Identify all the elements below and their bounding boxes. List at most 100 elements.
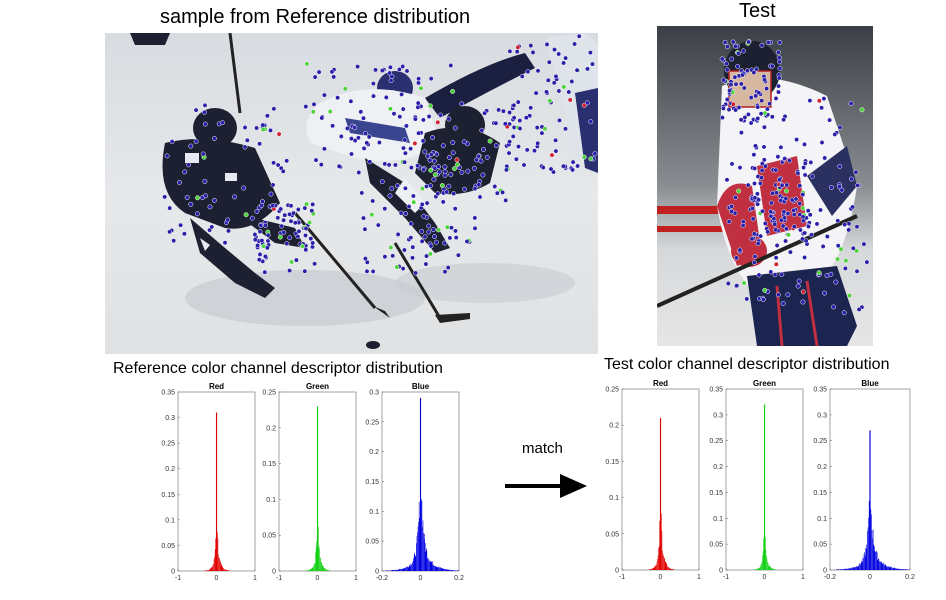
keypoint-marker xyxy=(436,164,440,168)
histogram-bar xyxy=(419,502,420,571)
histogram-bar xyxy=(893,568,894,570)
keypoint-marker xyxy=(733,195,737,199)
keypoint-marker xyxy=(178,223,182,227)
histogram-bar xyxy=(907,569,908,570)
histogram-bar xyxy=(668,567,669,570)
keypoint-marker xyxy=(195,212,199,216)
histogram-bar xyxy=(770,567,771,570)
keypoint-marker xyxy=(849,177,853,181)
keypoint-marker xyxy=(168,206,172,210)
keypoint-marker xyxy=(548,99,552,103)
keypoint-marker xyxy=(495,191,499,195)
histogram-bar xyxy=(415,556,416,571)
x-tick-label: -1 xyxy=(619,574,625,581)
histogram-bar xyxy=(853,567,854,570)
keypoint-marker xyxy=(477,183,481,187)
histogram-bar xyxy=(662,531,663,570)
keypoint-marker xyxy=(798,228,802,232)
histogram-bar xyxy=(763,551,764,570)
histogram-bar xyxy=(851,568,852,570)
keypoint-marker xyxy=(838,164,842,168)
keypoint-marker xyxy=(317,70,321,74)
histogram-bar xyxy=(756,569,757,570)
keypoint-marker xyxy=(232,195,236,199)
keypoint-marker xyxy=(167,230,171,234)
keypoint-marker xyxy=(552,81,556,85)
keypoint-marker xyxy=(408,147,412,151)
keypoint-marker xyxy=(571,160,575,164)
keypoint-marker xyxy=(834,280,838,284)
histogram-bar xyxy=(861,563,862,570)
keypoint-marker xyxy=(749,95,753,99)
keypoint-marker xyxy=(725,178,729,182)
keypoint-marker xyxy=(733,108,737,112)
histogram-bar xyxy=(890,567,891,570)
keypoint-marker xyxy=(261,123,265,127)
histogram-bar xyxy=(851,568,852,570)
keypoint-marker xyxy=(763,221,767,225)
keypoint-marker xyxy=(345,126,349,130)
keypoint-marker xyxy=(575,68,579,72)
keypoint-marker xyxy=(776,293,780,297)
keypoint-marker xyxy=(784,196,788,200)
keypoint-marker xyxy=(460,102,464,106)
keypoint-marker xyxy=(849,101,853,105)
histogram-bar xyxy=(863,559,864,570)
histogram-bar xyxy=(771,568,772,570)
histogram-bar xyxy=(892,568,893,570)
keypoint-marker xyxy=(777,178,781,182)
keypoint-marker xyxy=(567,90,571,94)
keypoint-marker xyxy=(801,290,805,294)
histogram-bar xyxy=(758,569,759,570)
histogram-bar xyxy=(769,565,770,570)
keypoint-marker xyxy=(332,75,336,79)
keypoint-marker xyxy=(282,230,286,234)
keypoint-marker xyxy=(330,124,334,128)
histogram-bar xyxy=(395,570,396,571)
keypoint-marker xyxy=(226,229,230,233)
keypoint-marker xyxy=(451,151,455,155)
histogram-bar xyxy=(326,569,327,571)
keypoint-marker xyxy=(512,103,516,107)
histogram-bar xyxy=(768,566,769,570)
keypoint-marker xyxy=(731,40,735,44)
keypoint-marker xyxy=(822,96,826,100)
keypoint-marker xyxy=(797,279,801,283)
keypoint-marker xyxy=(588,50,592,54)
histogram-title: Green xyxy=(306,382,329,391)
x-tick-label: 0.2 xyxy=(454,575,464,582)
keypoint-marker xyxy=(843,266,847,270)
keypoint-marker xyxy=(322,93,326,97)
keypoint-marker xyxy=(784,227,788,231)
keypoint-marker xyxy=(413,141,417,145)
histogram-bar xyxy=(321,562,322,571)
keypoint-marker xyxy=(434,240,438,244)
histogram-bar xyxy=(656,565,657,570)
histogram-bar xyxy=(208,570,209,571)
keypoint-marker xyxy=(850,205,854,209)
keypoint-marker xyxy=(485,155,489,159)
histogram-bar xyxy=(650,569,651,570)
histogram-bar xyxy=(651,569,652,570)
keypoint-marker xyxy=(309,236,313,240)
histogram-bar xyxy=(308,570,309,571)
keypoint-marker xyxy=(412,200,416,204)
histogram-bar xyxy=(208,570,209,571)
keypoint-marker xyxy=(186,163,190,167)
histogram-bar xyxy=(455,570,456,571)
histogram-bar xyxy=(423,520,424,571)
keypoint-marker xyxy=(365,141,369,145)
histogram-bar xyxy=(427,550,428,571)
histogram-bar xyxy=(223,568,224,571)
keypoint-marker xyxy=(436,120,440,124)
histogram-bar xyxy=(224,569,225,571)
keypoint-marker xyxy=(844,259,848,263)
keypoint-marker xyxy=(532,149,536,153)
keypoint-marker xyxy=(413,117,417,121)
keypoint-marker xyxy=(409,236,413,240)
histogram-bar xyxy=(216,412,217,571)
histogram-bar xyxy=(876,552,877,570)
keypoint-marker xyxy=(257,142,261,146)
